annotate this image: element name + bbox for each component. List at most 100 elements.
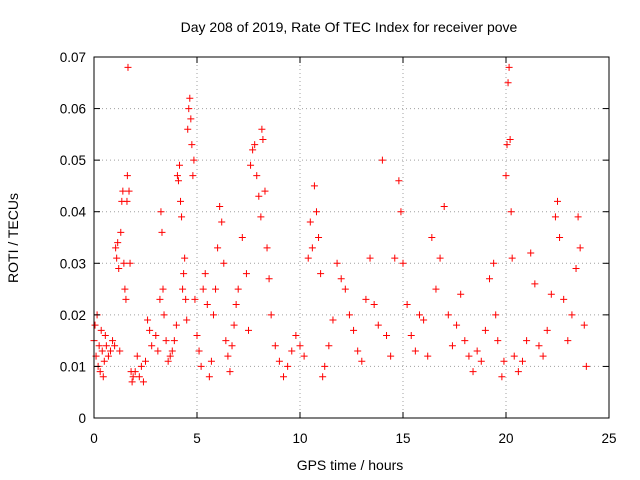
data-point bbox=[97, 326, 105, 334]
data-point bbox=[304, 254, 312, 262]
data-point bbox=[255, 192, 263, 200]
data-point bbox=[507, 208, 515, 216]
data-point bbox=[112, 244, 120, 252]
data-point bbox=[160, 311, 168, 319]
x-tick-label: 0 bbox=[90, 431, 98, 446]
data-point bbox=[296, 342, 304, 350]
data-point bbox=[518, 357, 526, 365]
data-point bbox=[234, 285, 242, 293]
data-point bbox=[101, 331, 109, 339]
data-point bbox=[387, 352, 395, 360]
data-point bbox=[207, 357, 215, 365]
data-point bbox=[154, 347, 162, 355]
data-point bbox=[238, 234, 246, 241]
data-point bbox=[102, 342, 110, 350]
data-point bbox=[220, 259, 228, 267]
data-point bbox=[407, 331, 415, 339]
data-point bbox=[535, 342, 543, 350]
data-point bbox=[197, 362, 205, 370]
data-point bbox=[403, 301, 411, 309]
data-point bbox=[547, 290, 555, 298]
data-point bbox=[551, 213, 559, 221]
data-point bbox=[209, 311, 217, 319]
data-point bbox=[457, 290, 465, 298]
data-point bbox=[582, 362, 590, 370]
data-point bbox=[378, 156, 386, 164]
grid-lines bbox=[94, 57, 609, 418]
data-point bbox=[218, 218, 226, 226]
data-point bbox=[96, 368, 104, 376]
x-tick-label: 20 bbox=[498, 431, 513, 446]
data-point bbox=[183, 316, 191, 324]
data-point bbox=[135, 373, 143, 381]
data-point bbox=[310, 182, 318, 190]
data-point bbox=[300, 352, 308, 360]
data-point bbox=[104, 352, 112, 360]
data-point bbox=[152, 331, 160, 339]
y-tick-label: 0.06 bbox=[60, 102, 86, 117]
data-point bbox=[306, 218, 314, 226]
data-point bbox=[123, 172, 131, 180]
data-point bbox=[465, 352, 473, 360]
data-point bbox=[259, 136, 267, 144]
y-axis-title: ROTI / TECUs bbox=[5, 193, 21, 283]
x-tick-label: 25 bbox=[601, 431, 616, 446]
data-point bbox=[205, 373, 213, 381]
data-point bbox=[317, 270, 325, 278]
data-point bbox=[580, 321, 588, 329]
data-point bbox=[448, 342, 456, 350]
data-point bbox=[292, 331, 300, 339]
data-point bbox=[531, 280, 539, 288]
data-point bbox=[308, 244, 316, 252]
data-point bbox=[184, 125, 192, 133]
data-point bbox=[126, 259, 134, 267]
y-tick-label: 0.04 bbox=[60, 205, 87, 220]
y-tick-label: 0.05 bbox=[60, 153, 86, 168]
data-point bbox=[486, 275, 494, 283]
data-point bbox=[560, 295, 568, 303]
data-point bbox=[232, 301, 240, 309]
data-point bbox=[440, 203, 448, 211]
data-point bbox=[325, 342, 333, 350]
data-point bbox=[162, 337, 170, 345]
data-point bbox=[261, 187, 269, 195]
data-point bbox=[193, 331, 201, 339]
data-point bbox=[370, 301, 378, 309]
data-point bbox=[503, 141, 511, 149]
data-point bbox=[114, 239, 122, 247]
data-point bbox=[498, 373, 506, 381]
data-point bbox=[288, 347, 296, 355]
data-point bbox=[492, 311, 500, 319]
data-point bbox=[576, 244, 584, 252]
data-point bbox=[481, 326, 489, 334]
data-point bbox=[253, 172, 261, 180]
data-point bbox=[391, 254, 399, 262]
data-point bbox=[251, 141, 259, 149]
data-point bbox=[411, 347, 419, 355]
data-point bbox=[267, 311, 275, 319]
data-point bbox=[168, 347, 176, 355]
data-point bbox=[284, 362, 292, 370]
data-point bbox=[506, 136, 514, 144]
data-point bbox=[415, 311, 423, 319]
data-point bbox=[508, 254, 516, 262]
data-point bbox=[505, 63, 513, 71]
y-tick-label: 0.01 bbox=[60, 359, 86, 374]
data-point bbox=[453, 321, 461, 329]
data-point bbox=[354, 347, 362, 355]
data-point bbox=[224, 352, 232, 360]
data-point bbox=[157, 208, 165, 216]
data-point bbox=[494, 337, 502, 345]
data-point bbox=[120, 259, 128, 267]
data-point bbox=[500, 357, 508, 365]
data-point bbox=[106, 347, 114, 355]
data-point bbox=[146, 326, 154, 334]
y-tick-label: 0.03 bbox=[60, 256, 86, 271]
data-point bbox=[315, 234, 323, 241]
x-axis-ticks: 0 5 10 15 20 25 bbox=[90, 57, 617, 446]
data-point bbox=[113, 254, 121, 262]
data-point bbox=[245, 326, 252, 334]
data-point bbox=[203, 301, 211, 309]
chart-title: Day 208 of 2019, Rate Of TEC Index for r… bbox=[181, 19, 518, 35]
